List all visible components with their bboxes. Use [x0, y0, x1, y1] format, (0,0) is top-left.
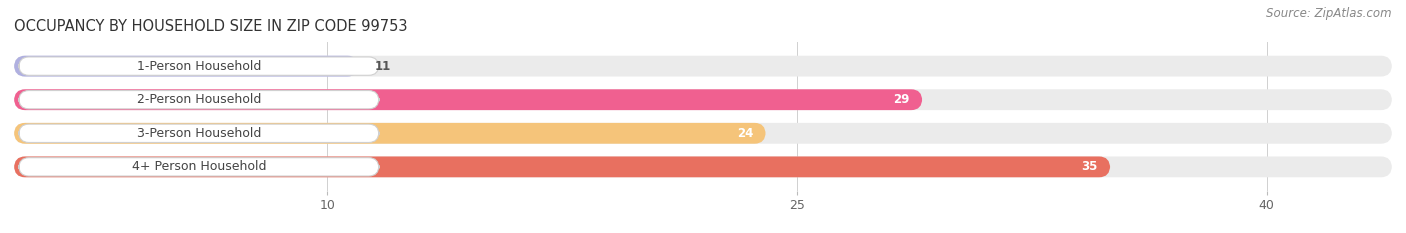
- Text: Source: ZipAtlas.com: Source: ZipAtlas.com: [1267, 7, 1392, 20]
- Text: 3-Person Household: 3-Person Household: [136, 127, 262, 140]
- FancyBboxPatch shape: [14, 123, 766, 144]
- Text: 24: 24: [737, 127, 754, 140]
- Text: 29: 29: [893, 93, 910, 106]
- FancyBboxPatch shape: [18, 57, 378, 75]
- FancyBboxPatch shape: [18, 124, 378, 142]
- FancyBboxPatch shape: [14, 89, 1392, 110]
- FancyBboxPatch shape: [14, 89, 922, 110]
- Text: 2-Person Household: 2-Person Household: [136, 93, 262, 106]
- FancyBboxPatch shape: [14, 56, 1392, 76]
- Text: 35: 35: [1081, 160, 1098, 173]
- FancyBboxPatch shape: [18, 91, 378, 109]
- FancyBboxPatch shape: [14, 56, 359, 76]
- FancyBboxPatch shape: [14, 157, 1111, 177]
- Text: 1-Person Household: 1-Person Household: [136, 60, 262, 73]
- FancyBboxPatch shape: [14, 157, 1392, 177]
- FancyBboxPatch shape: [14, 123, 1392, 144]
- FancyBboxPatch shape: [18, 158, 378, 176]
- Text: 11: 11: [374, 60, 391, 73]
- Text: OCCUPANCY BY HOUSEHOLD SIZE IN ZIP CODE 99753: OCCUPANCY BY HOUSEHOLD SIZE IN ZIP CODE …: [14, 19, 408, 34]
- Text: 4+ Person Household: 4+ Person Household: [132, 160, 266, 173]
